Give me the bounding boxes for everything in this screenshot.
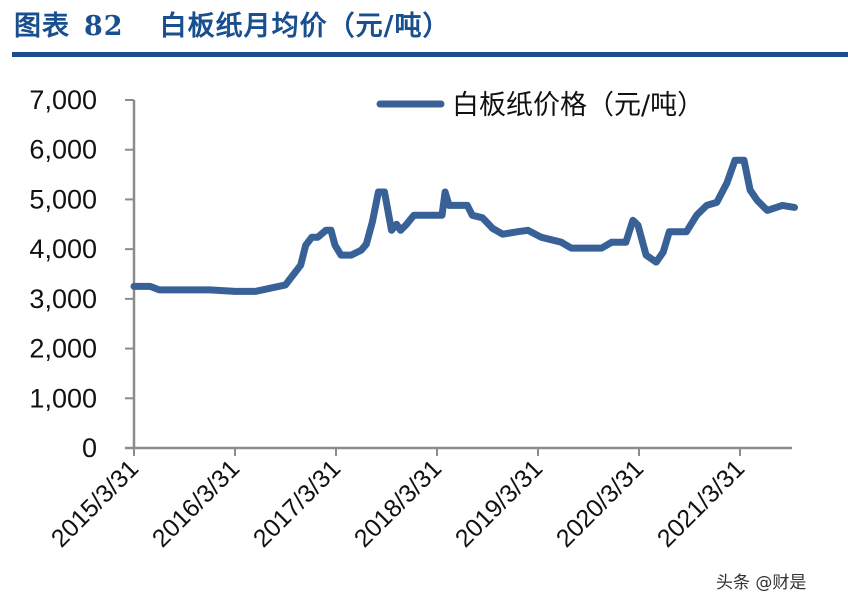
title-divider [12, 52, 848, 57]
x-tick-label: 2019/3/31 [450, 454, 548, 552]
legend: 白板纸价格（元/吨） [376, 90, 704, 121]
y-tick-label: 5,000 [29, 184, 97, 214]
y-tick-label: 6,000 [29, 135, 97, 165]
chart-title: 白板纸月均价（元/吨） [159, 11, 451, 42]
y-tick-label: 1,000 [29, 383, 97, 413]
y-tick-label: 2,000 [29, 334, 97, 364]
y-tick-label: 3,000 [29, 284, 97, 314]
x-tick-label: 2018/3/31 [349, 454, 447, 552]
x-tick-label: 2021/3/31 [652, 454, 750, 552]
x-tick-label: 2016/3/31 [147, 454, 245, 552]
figure-number: 82 [84, 11, 124, 42]
legend-label: 白板纸价格（元/吨） [452, 90, 704, 121]
watermark: 头条 @财是 [716, 573, 807, 593]
x-tick-label: 2020/3/31 [551, 454, 649, 552]
x-tick-label: 2017/3/31 [248, 454, 346, 552]
x-tick-label: 2015/3/31 [46, 454, 144, 552]
series-line [130, 156, 798, 295]
y-tick-label: 0 [82, 433, 97, 463]
y-tick-label: 7,000 [29, 85, 97, 115]
y-tick-label: 4,000 [29, 234, 97, 264]
figure-label: 图表 [14, 11, 70, 42]
plot-area [130, 156, 798, 295]
figure-title: 图表 82 白板纸月均价（元/吨） [14, 4, 450, 48]
chart-axes: 0 1,000 2,000 3,000 4,000 5,000 6,000 7,000 2015… [29, 85, 792, 553]
